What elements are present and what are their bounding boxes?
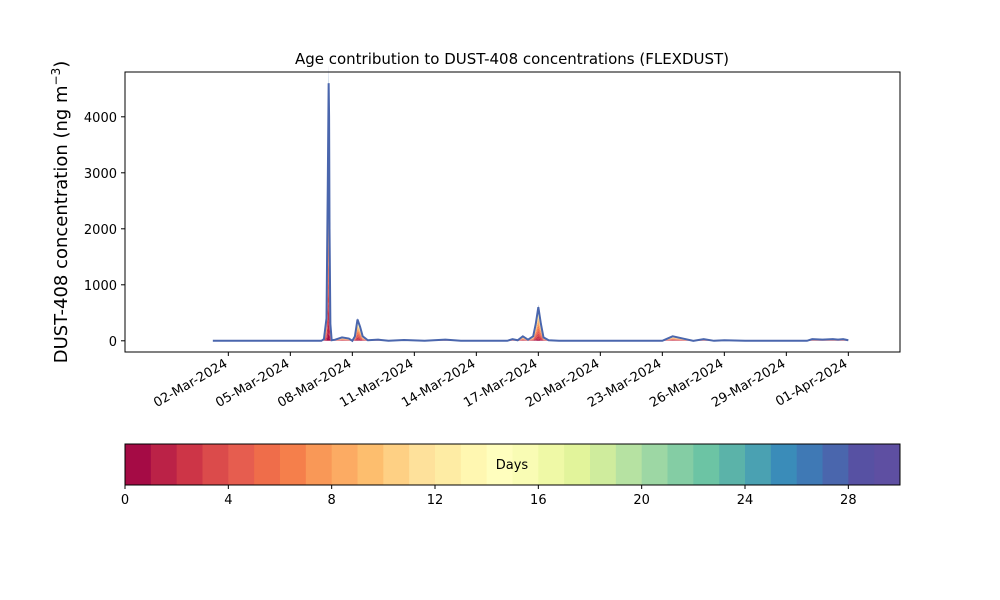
age-band-4 [212,260,849,341]
age-band-24 [212,75,849,341]
colorbar-swatch [667,444,694,485]
y-axis-label: DUST-408 concentration (ng m−3) [49,61,72,364]
colorbar-tick-label: 0 [121,493,129,508]
colorbar-swatch [305,444,333,485]
age-band-21 [212,83,849,341]
total-concentration-line [212,83,849,343]
age-band-17 [212,96,849,341]
colorbar-tick-label: 4 [224,493,232,508]
age-band-8 [212,183,849,341]
colorbar-swatch [615,444,643,485]
age-band-3 [212,281,849,341]
colorbar-frame [124,443,901,486]
age-band-29 [212,65,849,341]
colorbar-label: Days [496,458,529,473]
age-band-19 [212,88,849,341]
age-band-25 [212,72,849,341]
age-band-23 [212,78,849,341]
age-band-2 [212,302,849,341]
colorbar-tick-label: 16 [530,493,547,508]
colorbar-tick-label: 8 [328,493,336,508]
age-band-12 [212,132,849,341]
age-band-16 [212,101,849,341]
colorbar-swatch [590,444,617,485]
colorbar-swatch [796,444,823,485]
colorbar-swatch [848,444,875,485]
colorbar-swatch [564,444,591,485]
colorbar-swatch [822,444,849,485]
age-band-27 [212,69,849,341]
colorbar-swatch [719,444,746,485]
y-tick-label: 4000 [84,111,117,126]
age-band-28 [212,67,849,341]
colorbar-tick-label: 28 [840,493,857,508]
y-axis-label-superscript: −3 [49,68,63,86]
colorbar-swatch [150,444,178,485]
y-tick-label: 0 [109,335,117,350]
chart-title: Age contribution to DUST-408 concentrati… [295,50,729,68]
age-band-5 [212,240,849,341]
age-band-13 [212,121,849,341]
age-band-20 [212,85,849,341]
colorbar-swatch [254,444,281,485]
y-tick-label: 1000 [84,279,117,294]
colorbar-swatch [331,444,358,485]
colorbar-swatch [512,444,539,485]
y-tick-label: 3000 [84,167,117,182]
colorbar-swatch [435,444,462,485]
age-band-15 [212,106,849,341]
plot-frame [124,71,901,353]
colorbar-swatch [874,444,901,485]
age-band-7 [212,201,849,341]
colorbar-swatch [409,444,436,485]
colorbar-swatch [460,444,488,485]
age-band-14 [212,114,849,341]
colorbar-swatch [770,444,798,485]
colorbar-tick-label: 24 [737,493,754,508]
colorbar-swatch [383,444,410,485]
plot-area: 0100020003000400002-Mar-202405-Mar-20240… [84,65,901,411]
age-band-22 [212,80,849,341]
colorbar-swatch [280,444,307,485]
y-axis-label-close: ) [51,61,72,68]
colorbar-swatch [228,444,255,485]
age-band-11 [212,142,849,341]
age-band-6 [212,219,849,341]
colorbar-swatch [357,444,384,485]
age-band-9 [212,168,849,341]
colorbar: 0 4 8 12 16 20 24 28 [121,443,901,508]
colorbar-swatch [202,444,229,485]
colorbar-swatch [125,444,152,485]
colorbar-swatch [693,444,720,485]
y-tick-label: 2000 [84,223,117,238]
colorbar-swatch [486,444,513,485]
y-axis-label-main: DUST-408 concentration (ng m [51,85,72,363]
age-band-26 [212,70,849,341]
age-band-10 [212,155,849,341]
colorbar-swatch [538,444,565,485]
colorbar-swatch [641,444,668,485]
colorbar-swatch [176,444,203,485]
colorbar-tick-label: 12 [427,493,444,508]
age-band-18 [212,90,849,341]
colorbar-tick-label: 20 [633,493,650,508]
colorbar-swatch [745,444,772,485]
